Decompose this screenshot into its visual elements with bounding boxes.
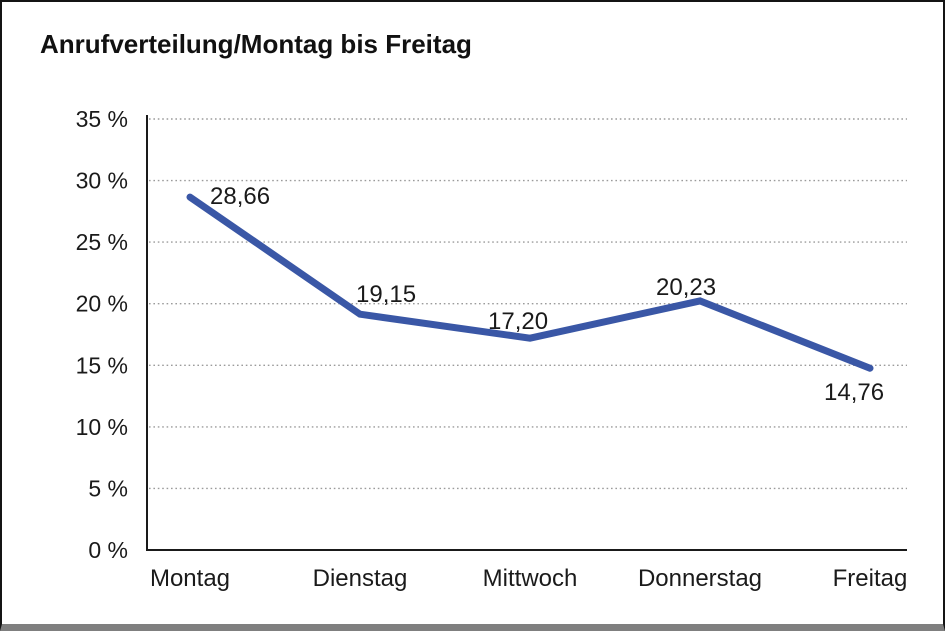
- y-axis-tick-label: 20 %: [76, 291, 128, 317]
- y-axis-tick-label: 35 %: [76, 106, 128, 132]
- y-axis-tick-label: 15 %: [76, 352, 128, 378]
- y-axis-tick-label: 5 %: [88, 475, 128, 501]
- data-point-label: 14,76: [824, 379, 884, 406]
- y-axis-tick-label: 10 %: [76, 414, 128, 440]
- y-axis-tick-label: 30 %: [76, 168, 128, 194]
- x-axis-tick-label: Donnerstag: [638, 565, 762, 592]
- y-axis-tick-label: 25 %: [76, 229, 128, 255]
- x-axis-tick-label: Dienstag: [313, 565, 408, 592]
- data-line: [186, 193, 874, 372]
- chart-title: Anrufverteilung/Montag bis Freitag: [40, 29, 472, 59]
- x-axis-tick-label: Mittwoch: [483, 565, 578, 592]
- x-axis-tick-label: Freitag: [833, 565, 908, 592]
- data-point-label: 20,23: [656, 274, 716, 301]
- x-axis-tick-label: Montag: [150, 565, 230, 592]
- data-point-label: 17,20: [488, 308, 548, 335]
- y-axis-tick-label: 0 %: [88, 537, 128, 563]
- data-point-label: 19,15: [356, 281, 416, 308]
- data-point-label: 28,66: [210, 183, 270, 210]
